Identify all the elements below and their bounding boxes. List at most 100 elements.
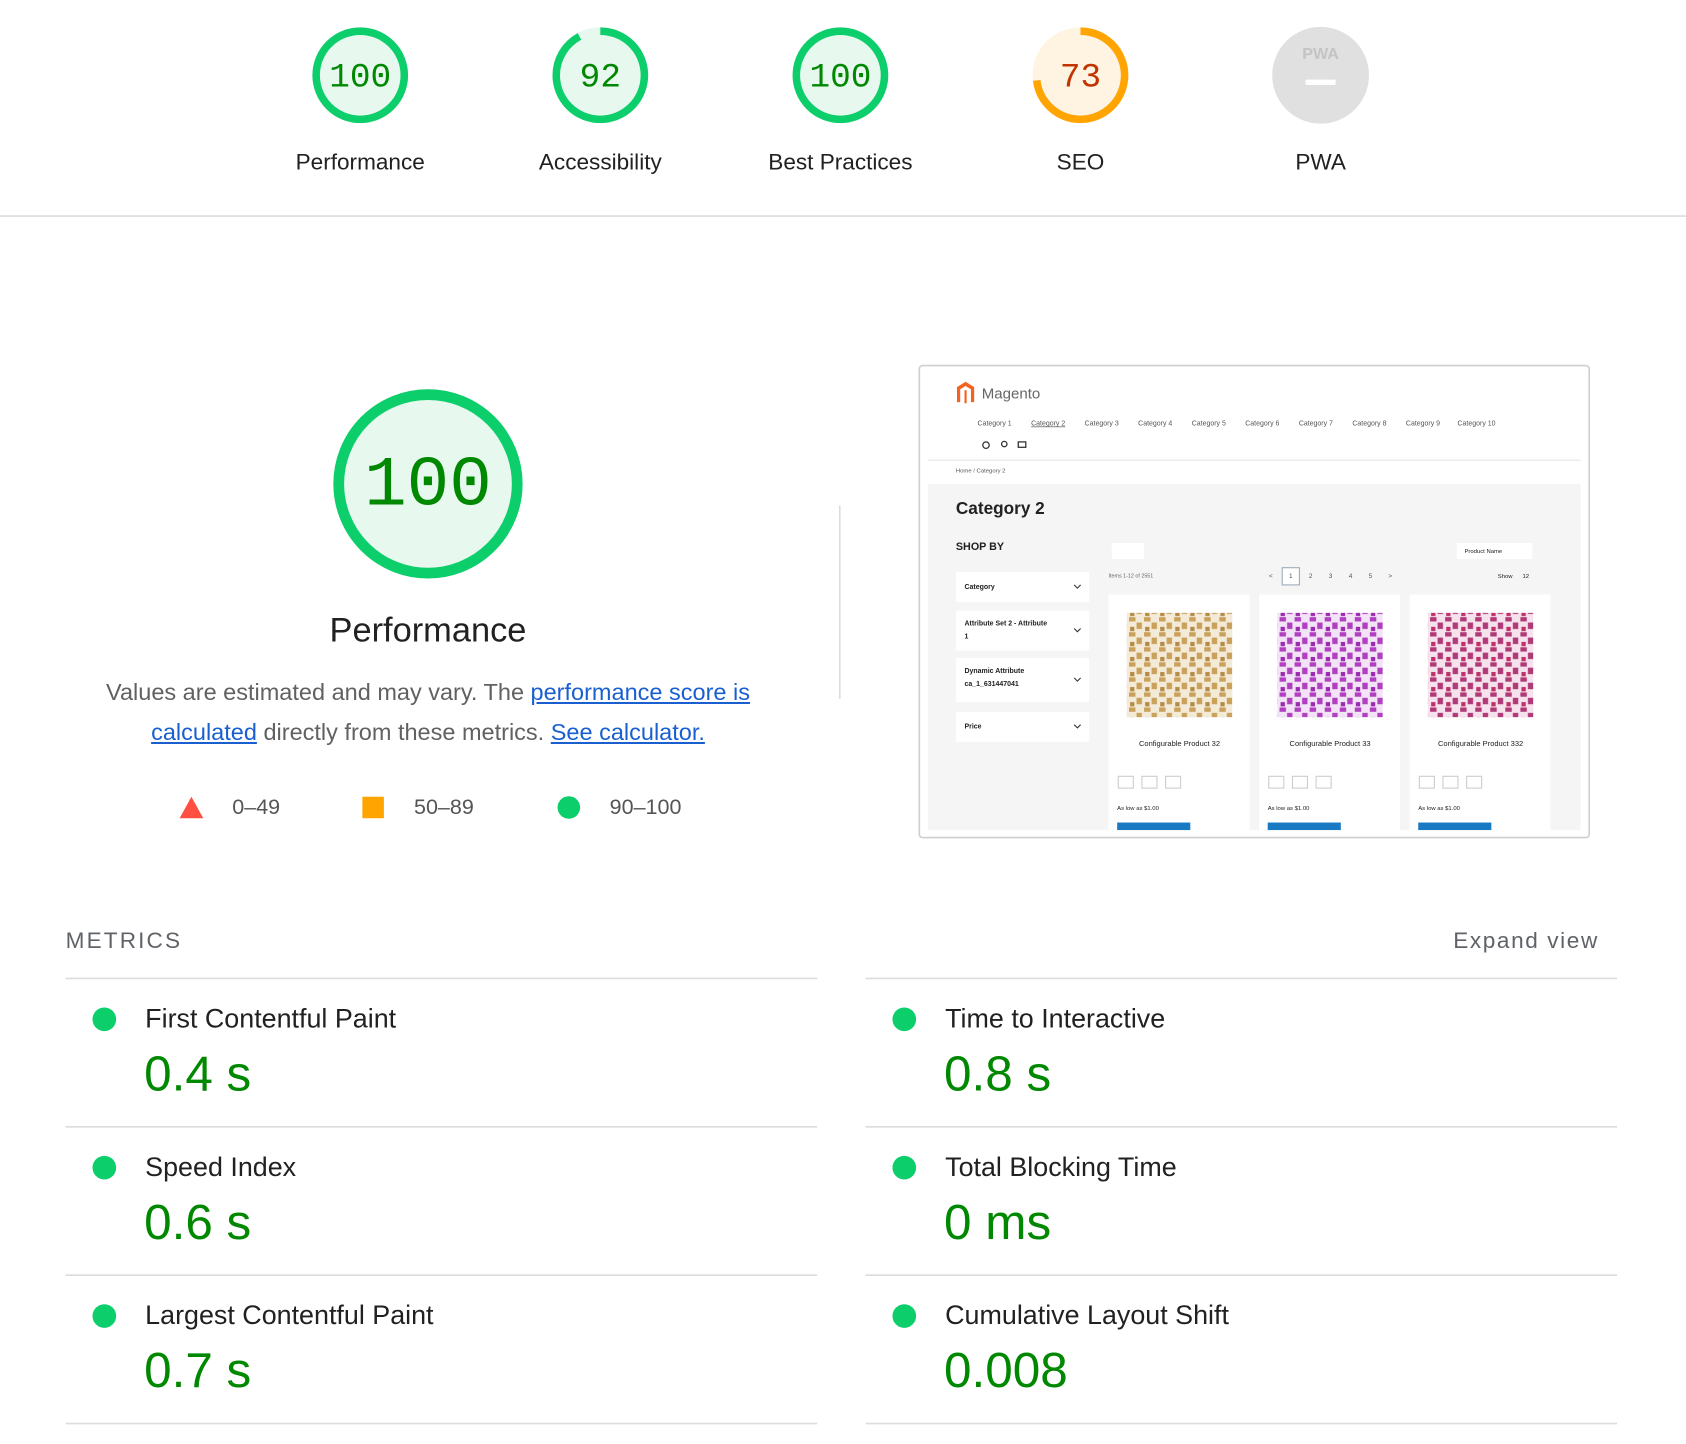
gauge-label: Best Practices (768, 149, 912, 174)
metric-label: Time to Interactive (945, 1003, 1165, 1033)
gauge-bg (792, 27, 889, 124)
metric-status (92, 1155, 117, 1180)
product-name: Configurable Product 33 (1290, 739, 1371, 748)
filter-line: Attribute Set 2 - Attribute (964, 620, 1047, 627)
product-image (1277, 612, 1383, 718)
gauge-score: 100 (329, 59, 391, 98)
nav-item: Category 10 (1458, 420, 1496, 427)
nav-item: Category 7 (1299, 420, 1333, 427)
metric-status (92, 1304, 117, 1328)
nav-item: Category 3 (1085, 420, 1119, 427)
gauge-label: Performance (296, 149, 425, 174)
page-link: 1 (1289, 573, 1293, 580)
nav-item: Category 1 (978, 420, 1012, 427)
metric-value: 0.6 s (144, 1195, 251, 1250)
gauge-arc (312, 27, 409, 124)
performance-description: Values are estimated and may vary. The p… (78, 672, 778, 752)
filter-chevron (1073, 724, 1082, 729)
metric-status (892, 1304, 917, 1328)
legend-label: 0–49 (232, 795, 280, 819)
legend-label: 90–100 (610, 795, 682, 819)
gauge-arc (333, 389, 523, 579)
desc-text: directly from these metrics. (256, 719, 551, 745)
legend-fail (179, 796, 204, 819)
expand-view[interactable]: Expand view (1453, 928, 1599, 953)
account-icon (1000, 440, 1008, 448)
page-link: < (1269, 573, 1273, 580)
metric-value: 0.4 s (144, 1046, 251, 1101)
product-name: Configurable Product 332 (1438, 739, 1523, 748)
gauge-label: PWA (1295, 149, 1346, 174)
page-link: > (1388, 573, 1392, 580)
score-link[interactable]: performance score is calculated (151, 679, 750, 745)
metric-status (92, 1007, 117, 1032)
page-link: 3 (1329, 573, 1333, 580)
sort-select (1456, 542, 1533, 560)
category-heading: Category 2 (956, 498, 1045, 518)
metric-value: 0.8 s (944, 1046, 1051, 1101)
filter-label: Attribute Set 2 - Attribute 1 (964, 620, 1047, 640)
shop-by: SHOP BY (956, 541, 1004, 553)
metric-label: Largest Contentful Paint (145, 1300, 434, 1330)
legend-pass (557, 796, 581, 819)
breadcrumb: Home / Category 2 (956, 469, 1006, 475)
metric-value: 0 ms (944, 1195, 1051, 1250)
swatch (1291, 775, 1309, 789)
nav-item: Category 6 (1245, 420, 1279, 427)
filter-label: Dynamic Attribute ca_1_631447041 (964, 668, 1024, 688)
swatch (1418, 775, 1435, 789)
gauge-arc (792, 27, 889, 124)
cart-icon (1017, 441, 1027, 448)
metric-label: Cumulative Layout Shift (945, 1300, 1229, 1330)
filter-box (955, 572, 1090, 603)
add-to-cart (1418, 822, 1492, 831)
page-link: 2 (1309, 573, 1313, 580)
page-link: 5 (1369, 573, 1373, 580)
swatch (1268, 775, 1285, 789)
legend-average (362, 796, 384, 819)
gauge-bg (333, 389, 523, 579)
product-price: As low as $1.00 (1117, 806, 1159, 812)
filter-line: 1 (964, 633, 968, 640)
nav-item: Category 2 (1031, 420, 1065, 427)
product-image (1126, 612, 1233, 718)
metrics-title: METRICS (66, 928, 183, 953)
per-page: 12 (1523, 574, 1530, 580)
legend-label: 50–89 (414, 795, 474, 819)
show-label: Show (1498, 574, 1514, 580)
metric-label: First Contentful Paint (145, 1003, 396, 1033)
metric-status (892, 1007, 917, 1032)
filter-label: Price (964, 724, 981, 731)
filter-line: ca_1_631447041 (964, 681, 1018, 688)
gauge-arc (1032, 27, 1129, 124)
sort-label: Product Name (1464, 549, 1502, 555)
pwa-badge-bg (1272, 26, 1369, 124)
page-link: 4 (1349, 573, 1353, 580)
gauge-bg (1032, 27, 1129, 124)
gauge-score: 73 (1060, 59, 1101, 98)
filter-label: Category (964, 584, 994, 591)
filter-box (955, 658, 1090, 703)
filter-chevron (1073, 677, 1082, 682)
filter-chevron (1073, 584, 1082, 589)
page-current (1281, 567, 1300, 586)
calculator-link[interactable]: See calculator. (550, 719, 705, 745)
gauge-label: SEO (1057, 149, 1105, 174)
swatch (1315, 775, 1332, 789)
add-to-cart (1267, 822, 1341, 831)
swatch (1466, 775, 1483, 789)
filter-chevron (1073, 628, 1082, 633)
brand-name: Magento (982, 386, 1041, 403)
search-icon (982, 441, 990, 450)
nav-item: Category 4 (1138, 420, 1172, 427)
product-name: Configurable Product 32 (1139, 739, 1220, 748)
gauge-score: 100 (809, 59, 871, 98)
gauge-score: 92 (580, 59, 621, 98)
metric-value: 0.008 (944, 1343, 1068, 1398)
metric-status (892, 1155, 917, 1180)
swatch (1442, 775, 1459, 789)
product-price: As low as $1.00 (1268, 806, 1310, 812)
grid-toggle (1111, 542, 1145, 560)
gauge-label: Accessibility (539, 149, 663, 174)
